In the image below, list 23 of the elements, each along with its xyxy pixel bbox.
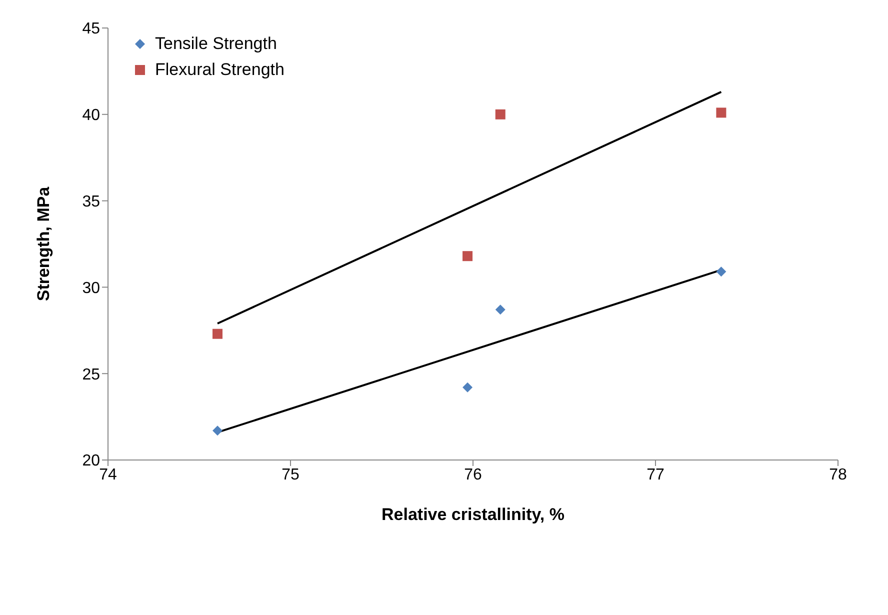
point xyxy=(495,304,506,315)
y-tick-label: 45 xyxy=(82,20,100,38)
point xyxy=(716,108,726,118)
point xyxy=(462,382,473,392)
y-tick-label: 35 xyxy=(82,193,100,210)
point xyxy=(495,109,506,120)
x-axis-title: Relative cristallinity, % xyxy=(382,505,564,524)
x-tick-label: 74 xyxy=(99,466,117,484)
x-tick-label: 75 xyxy=(282,466,300,484)
legend-label: Flexural Strength xyxy=(155,60,284,80)
y-tick-label: 25 xyxy=(82,366,100,384)
point xyxy=(212,328,222,339)
legend-label: Tensile Strength xyxy=(155,34,277,54)
y-tick-label: 30 xyxy=(82,280,100,297)
x-tick-label: 77 xyxy=(646,466,664,484)
y-tick-label: 40 xyxy=(82,107,100,124)
x-tick-label: 76 xyxy=(464,466,482,484)
x-tick-label: 78 xyxy=(829,466,847,484)
point xyxy=(716,266,726,277)
y-tick-label: 20 xyxy=(82,452,100,470)
point xyxy=(462,251,473,262)
point xyxy=(212,426,222,436)
y-axis-title: Strength, MPa xyxy=(34,186,54,302)
